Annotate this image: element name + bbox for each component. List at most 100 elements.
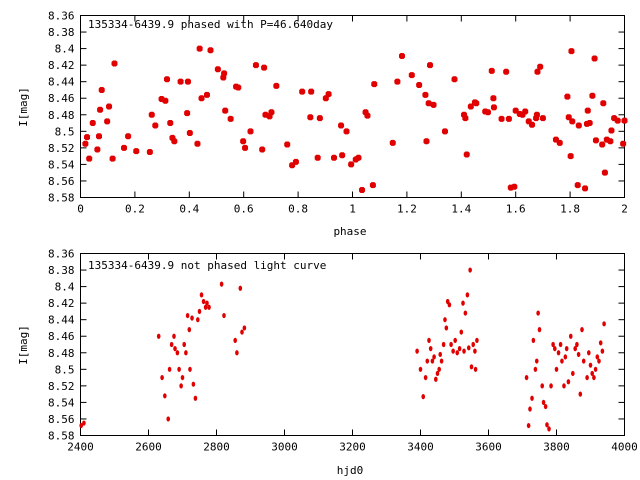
unphased-data-point [201,298,206,305]
unphased-data-point [462,348,466,354]
unphased-data-point [543,403,548,410]
phased-data-point [529,121,536,128]
unphased-data-point [434,376,438,382]
unphased-y-tick-label: 8.58 [48,430,75,443]
unphased-x-tick-label: 4000 [611,441,638,454]
unphased-x-axis: 2400 2600 2800 3000 3200 3400 3600 3800 4000 [67,253,638,454]
unphased-data-point [554,366,559,372]
unphased-x-tick-label: 3200 [339,441,366,454]
unphased-data-point [199,292,204,298]
unphased-data-point [82,420,86,426]
phased-x-tick-label: 0.2 [125,203,145,216]
phased-data-point [564,93,571,100]
unphased-data-point [415,348,419,354]
phased-data-point [109,155,116,162]
phased-data-point [194,140,201,147]
unphased-y-tick-label: 8.5 [55,363,75,376]
unphased-data-point [173,346,177,352]
unphased-data-point [571,370,575,377]
phased-data-point [207,47,214,54]
phased-data-point [582,185,589,192]
phased-y-tick-label: 8.48 [48,109,75,122]
phased-y-tick-label: 8.54 [48,158,75,171]
unphased-data-point [447,302,452,308]
unphased-data-point [563,354,568,360]
phased-data-point [95,133,102,140]
phased-data-point [592,137,599,144]
phased-data-point [167,120,174,127]
unphased-data-point [581,358,586,364]
unphased-x-tick-label: 2800 [203,441,230,454]
phased-y-tick-label: 8.4 [55,43,75,56]
phased-data-point [425,100,432,107]
phased-data-point [133,148,140,155]
unphased-data-point [169,341,174,348]
phased-data-point [430,101,437,108]
phased-data-point [308,88,315,95]
phased-data-point [451,76,458,83]
unphased-data-point [531,337,536,343]
unphased-y-axis-label: I[mag] [17,325,30,365]
unphased-data-point [598,340,603,346]
unphased-data-point [533,366,538,372]
phased-data-point [522,108,529,115]
phased-data-point [184,78,191,85]
phased-data-point [584,107,591,114]
phased-data-point [589,92,596,99]
phased-data-point [537,63,544,70]
unphased-data-point [551,341,555,348]
unphased-data-point [238,285,243,291]
phased-data-point [261,64,268,71]
unphased-data-point [156,333,161,339]
phased-data-point [599,141,606,148]
phased-data-point [462,115,469,122]
phased-data-point [203,91,210,98]
unphased-data-point [475,337,479,343]
unphased-data-point [471,341,476,348]
phased-data-point [94,146,101,153]
phased-data-point [106,103,113,110]
phased-x-tick-label: 0 [77,203,84,216]
unphased-data-point [578,391,583,397]
unphased-data-point [455,350,460,356]
unphased-data-point [595,354,600,360]
unphased-data-point [203,304,208,310]
unphased-data-point [590,370,594,377]
phased-data-point [505,115,512,122]
phased-y-tick-label: 8.52 [48,142,75,155]
unphased-data-point [172,333,176,339]
phased-data-point [240,138,247,145]
unphased-data-point [79,422,83,429]
phased-y-tick-label: 8.38 [48,26,75,39]
unphased-data-point [423,374,428,381]
unphased-data-point [233,337,237,343]
phased-data-point [97,106,104,113]
unphased-data-point [443,317,447,323]
phased-data-point [186,129,193,136]
unphased-data-point [191,381,196,387]
unphased-data-point [430,358,435,364]
unphased-data-point [235,350,239,356]
phased-data-point [235,84,242,91]
unphased-data-point [240,329,244,335]
unphased-y-tick-label: 8.44 [48,314,75,327]
phased-data-point [227,115,234,122]
phased-data-point [284,141,291,148]
unphased-data-point [437,366,442,372]
unphased-data-point [177,366,181,372]
phased-data-point [146,149,153,155]
unphased-data-point [473,366,478,372]
unphased-y-tick-label: 8.56 [48,413,75,426]
unphased-data-point [185,312,190,319]
unphased-data-point [438,351,443,358]
phased-y-tick-label: 8.56 [48,175,75,188]
phased-data-point [614,117,621,124]
phased-data-point [316,115,323,122]
unphased-data-point [545,422,549,428]
phased-data-point [343,128,350,135]
phased-data-point [498,115,505,122]
unphased-data-point [568,333,573,339]
phased-x-tick-label: 1 [349,203,356,216]
phased-data-point [423,138,430,145]
